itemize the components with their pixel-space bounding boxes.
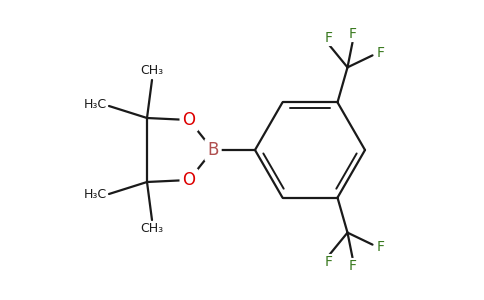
Text: CH₃: CH₃	[140, 64, 164, 77]
Text: F: F	[377, 240, 384, 254]
Text: F: F	[324, 32, 333, 45]
Text: H₃C: H₃C	[83, 188, 106, 202]
Text: H₃C: H₃C	[83, 98, 106, 112]
Text: O: O	[182, 111, 196, 129]
Text: F: F	[348, 259, 357, 273]
Text: F: F	[348, 27, 357, 41]
Text: F: F	[324, 255, 333, 268]
Text: CH₃: CH₃	[140, 223, 164, 236]
Text: O: O	[182, 171, 196, 189]
Text: B: B	[207, 141, 219, 159]
Text: F: F	[377, 46, 384, 60]
